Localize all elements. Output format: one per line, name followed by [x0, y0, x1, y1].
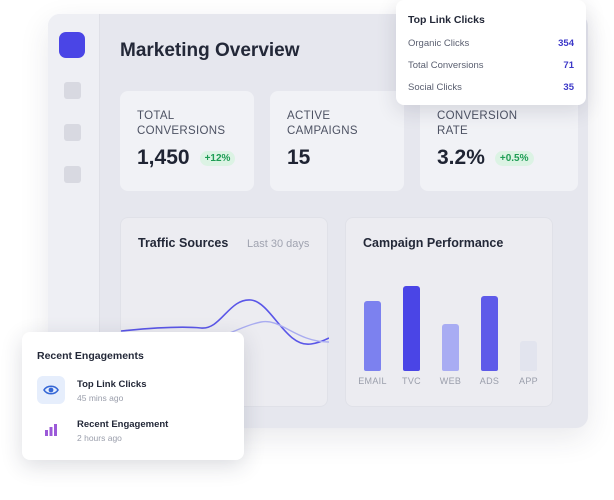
eye-icon: [37, 376, 65, 404]
app-logo-button[interactable]: [59, 32, 85, 58]
top-link-clicks-popup[interactable]: Top Link Clicks Organic Clicks 354 Total…: [396, 0, 586, 105]
stat-value: 1,450: [137, 146, 190, 169]
engagement-name: Recent Engagement: [77, 419, 169, 430]
bar-category-label: ADS: [479, 376, 500, 386]
bar-chart-icon: [37, 416, 65, 444]
stat-card-total-conversions[interactable]: TOTAL CONVERSIONS 1,450 +12%: [120, 91, 254, 191]
stat-card-conversion-rate[interactable]: CONVERSION RATE 3.2% +0.5%: [420, 91, 578, 191]
sidebar-nav-item[interactable]: [64, 166, 81, 183]
row-label: Social Clicks: [408, 82, 462, 93]
row-label: Organic Clicks: [408, 38, 470, 49]
panel-title: Campaign Performance: [363, 236, 504, 250]
row-value: 71: [563, 60, 574, 71]
stat-card-active-campaigns[interactable]: ACTIVE CAMPAIGNS 15: [270, 91, 404, 191]
traffic-line-primary: [121, 299, 329, 345]
engagement-name: Top Link Clicks: [77, 379, 147, 390]
engagement-time: 45 mins ago: [77, 393, 124, 403]
popup-row: Social Clicks 35: [408, 82, 574, 93]
bar-category-label: TVC: [402, 376, 421, 386]
panel-title: Traffic Sources: [138, 236, 229, 250]
campaign-bar-tvc[interactable]: [403, 286, 420, 371]
stat-label: TOTAL CONVERSIONS: [137, 110, 226, 137]
campaign-bar-web[interactable]: [442, 324, 459, 371]
page-title: Marketing Overview: [120, 40, 300, 61]
recent-engagements-popup[interactable]: Recent Engagements Top Link Clicks 45 mi…: [22, 332, 244, 460]
popup-title: Top Link Clicks: [408, 14, 485, 26]
campaign-bar-email[interactable]: [364, 301, 381, 371]
panel-subtitle: Last 30 days: [247, 238, 310, 250]
engagement-time: 2 hours ago: [77, 433, 122, 443]
bar-category-label: APP: [519, 376, 538, 386]
stat-label: CONVERSION RATE: [437, 110, 518, 137]
row-label: Total Conversions: [408, 60, 484, 71]
campaign-bar-app[interactable]: [520, 341, 537, 371]
bar-category-label: EMAIL: [358, 376, 387, 386]
popup-row: Organic Clicks 354: [408, 38, 574, 49]
stat-value: 15: [287, 146, 311, 169]
trend-badge: +0.5%: [494, 150, 534, 166]
popup-row: Total Conversions 71: [408, 60, 574, 71]
stat-value: 3.2%: [437, 146, 485, 169]
row-value: 35: [563, 82, 574, 93]
popup-title: Recent Engagements: [37, 350, 144, 362]
trend-badge: +12%: [199, 150, 236, 166]
engagement-item[interactable]: Top Link Clicks 45 mins ago: [37, 376, 227, 406]
campaign-bar-ads[interactable]: [481, 296, 498, 371]
bar-category-label: WEB: [439, 376, 462, 386]
row-value: 354: [558, 38, 574, 49]
engagement-item[interactable]: Recent Engagement 2 hours ago: [37, 416, 227, 446]
sidebar-nav-item[interactable]: [64, 124, 81, 141]
campaign-performance-panel[interactable]: Campaign Performance EMAIL TVC WEB ADS APP: [345, 217, 553, 407]
sidebar-nav-item[interactable]: [64, 82, 81, 99]
stat-label: ACTIVE CAMPAIGNS: [287, 110, 358, 137]
